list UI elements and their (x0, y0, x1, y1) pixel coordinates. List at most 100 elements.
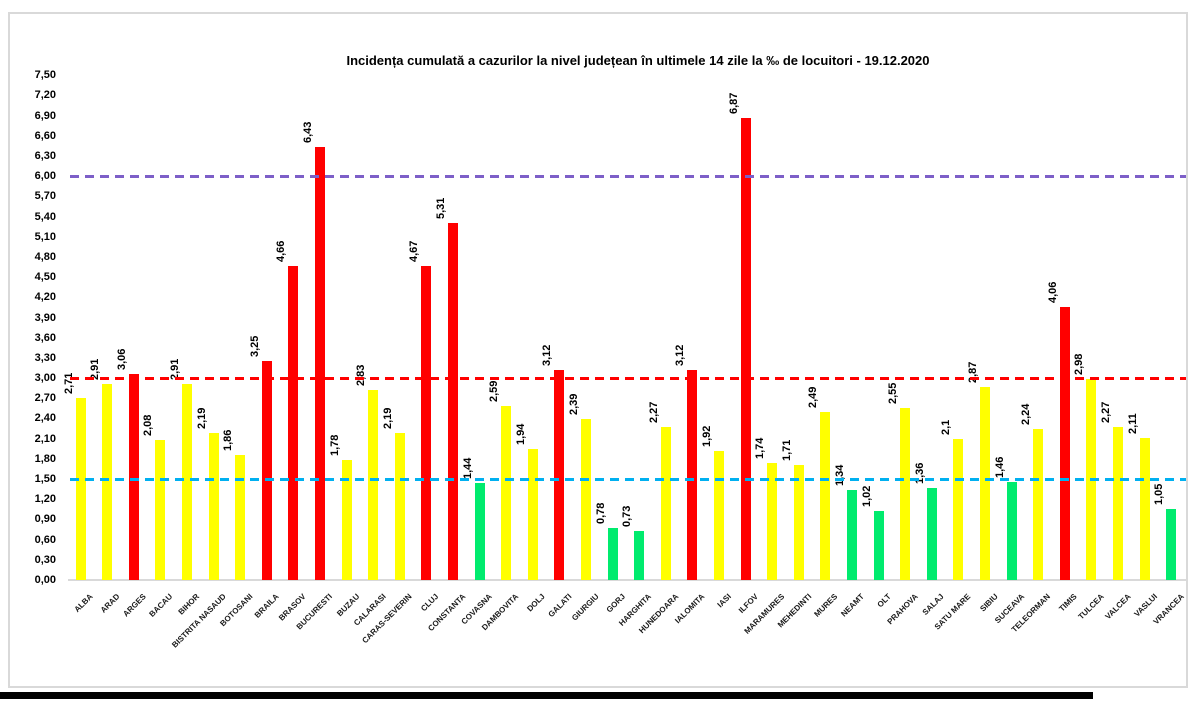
y-axis-tick-label: 3,60 (34, 331, 56, 344)
bar-caras-severin (394, 432, 405, 580)
bar-dambovita (501, 405, 512, 580)
y-axis-tick-label: 3,00 (34, 372, 56, 385)
bar-value-label: 2,71 (62, 372, 75, 394)
x-axis-baseline (68, 579, 1188, 581)
bar-brasov (288, 266, 299, 580)
bar-value-label: 1,92 (700, 425, 713, 447)
bar-sibiu (979, 386, 990, 580)
bar-value-label: 1,86 (222, 429, 235, 451)
y-axis-tick-label: 6,30 (34, 150, 56, 162)
bar-ialomita (687, 370, 698, 580)
y-axis-tick-label: 7,50 (34, 69, 56, 82)
bar-bihor (181, 384, 192, 580)
y-axis-tick-label: 2,10 (34, 432, 56, 445)
bar-value-label: 0,73 (621, 505, 634, 527)
bar-value-label: 1,36 (913, 463, 926, 485)
y-axis-tick-label: 2,40 (34, 412, 56, 425)
bar-mehedinti (793, 464, 804, 580)
bar-value-label: 4,67 (408, 240, 421, 262)
y-axis-tick-label: 0,30 (34, 553, 56, 566)
y-axis-tick-label: 1,50 (34, 473, 56, 486)
bar-buzau (341, 460, 352, 580)
y-axis-tick-label: 6,00 (34, 170, 56, 183)
bar-vaslui (1139, 437, 1150, 580)
bar-value-label: 1,94 (514, 424, 527, 446)
bar-value-label: 3,12 (541, 344, 554, 367)
bar-value-label: 6,43 (301, 121, 314, 144)
bar-value-label: 2,59 (488, 380, 501, 402)
bar-value-label: 2,39 (567, 393, 580, 416)
y-axis-tick-label: 3,30 (34, 351, 56, 364)
bar-value-label: 1,78 (328, 434, 341, 457)
bar-value-label: 4,66 (275, 240, 288, 263)
y-axis-tick-label: 0,90 (34, 513, 56, 526)
bar-value-label: 4,06 (1046, 281, 1059, 303)
bar-ilfov (740, 117, 751, 580)
bar-constanta (447, 222, 458, 580)
bar-alba (75, 397, 86, 580)
bar-value-label: 2,55 (887, 382, 900, 405)
y-axis-tick-label: 4,50 (34, 271, 56, 284)
bar-botosani (235, 454, 246, 580)
bar-salaj (926, 488, 937, 580)
bar-value-label: 1,44 (461, 457, 474, 480)
y-axis-tick-label: 0,00 (34, 574, 56, 586)
bar-value-label: 3,25 (248, 335, 261, 358)
bar-value-label: 2,11 (1126, 413, 1139, 434)
chart-title: Incidența cumulată a cazurilor la nivel … (346, 53, 930, 68)
bar-covasna (474, 483, 485, 580)
bar-bucuresti (314, 147, 325, 580)
y-axis-tick-label: 4,20 (34, 291, 56, 304)
bar-value-label: 2,19 (195, 407, 208, 429)
y-axis-tick-label: 4,80 (34, 250, 56, 263)
bar-harghita (634, 530, 645, 580)
bar-calarasi (368, 389, 379, 580)
bar-bistrita-nasaud (208, 432, 219, 580)
bar-prahova (900, 408, 911, 580)
y-axis-tick-label: 5,70 (34, 190, 56, 203)
bar-value-label: 1,34 (833, 464, 846, 486)
bar-value-label: 3,06 (115, 348, 128, 371)
bar-value-label: 2,24 (1020, 403, 1033, 426)
bar-mures (820, 412, 831, 580)
bar-teleorman (1033, 429, 1044, 580)
bar-suceava (1006, 481, 1017, 580)
bar-value-label: 2,83 (355, 364, 368, 386)
bar-hunedoara (660, 427, 671, 580)
bar-neamt (846, 489, 857, 580)
bar-value-label: 3,12 (674, 344, 687, 367)
bar-value-label: 2,87 (966, 361, 979, 383)
bar-value-label: 0,78 (594, 502, 607, 524)
bar-value-label: 2,98 (1073, 354, 1086, 376)
y-axis-tick-label: 5,40 (34, 210, 56, 223)
bar-bacau (155, 440, 166, 580)
threshold-line-purple-6-00 (70, 174, 1186, 178)
bar-dolj (527, 449, 538, 580)
bar-braila (261, 361, 272, 580)
y-axis-tick-label: 6,60 (34, 129, 56, 142)
bar-arges (128, 374, 139, 580)
bar-value-label: 2,1 (940, 419, 953, 435)
bar-vrancea (1166, 509, 1177, 580)
bar-satu-mare (953, 438, 964, 580)
bar-value-label: 1,05 (1153, 483, 1166, 506)
threshold-line-blue-1-50 (70, 477, 1186, 481)
bar-gorj (607, 527, 618, 580)
bar-value-label: 1,74 (754, 437, 767, 459)
bar-maramures (767, 462, 778, 580)
y-axis-tick-label: 1,20 (34, 493, 56, 506)
bar-value-label: 1,71 (780, 439, 793, 461)
bar-valcea (1112, 427, 1123, 580)
bar-value-label: 2,49 (807, 387, 820, 409)
y-axis-tick-label: 2,70 (34, 392, 56, 405)
y-axis-tick-label: 6,90 (34, 109, 56, 122)
bar-value-label: 2,19 (381, 407, 394, 429)
y-axis-tick-label: 0,60 (34, 533, 56, 546)
bar-arad (102, 384, 113, 580)
bar-value-label: 2,27 (647, 401, 660, 424)
y-axis-tick-label: 1,80 (34, 452, 56, 465)
bar-cluj (421, 265, 432, 580)
bottom-black-bar (0, 692, 1093, 699)
bar-value-label: 2,27 (1099, 401, 1112, 424)
bar-value-label: 2,08 (142, 414, 155, 437)
